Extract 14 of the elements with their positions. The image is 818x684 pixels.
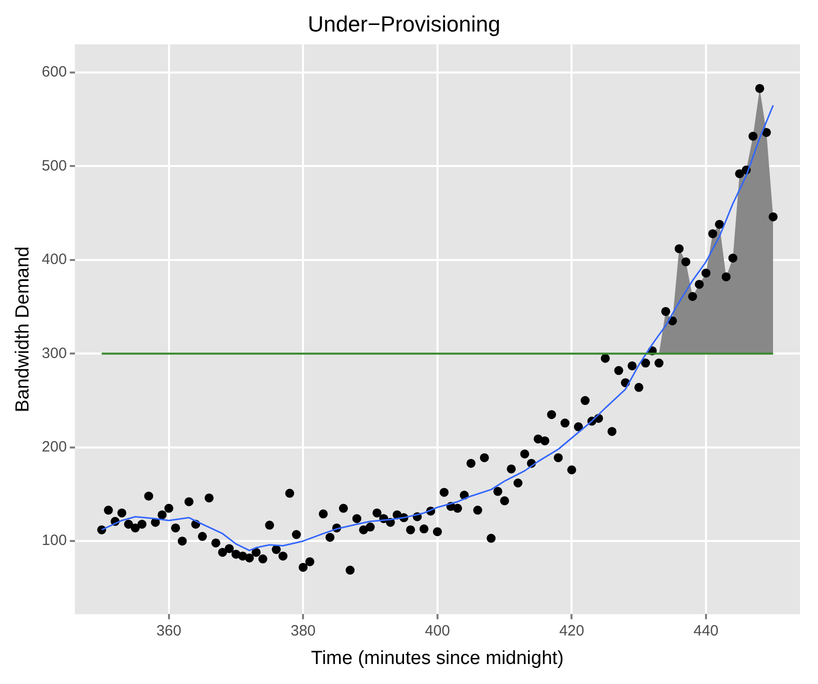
y-tick-label: 200 (42, 438, 67, 456)
y-tick-label: 500 (42, 157, 67, 174)
x-tick-label: 420 (559, 622, 584, 640)
y-tick-label: 400 (42, 251, 67, 268)
y-tick-label: 600 (42, 64, 67, 81)
y-tick-label: 300 (42, 344, 67, 362)
x-tick-label: 440 (693, 622, 719, 640)
x-tick-label: 380 (290, 622, 316, 640)
y-tick-label: 100 (42, 532, 67, 550)
y-axis-title: Bandwidth Demand (12, 246, 34, 412)
chart-title: Under−Provisioning (308, 11, 500, 36)
x-axis-title: Time (minutes since midnight) (311, 648, 564, 669)
x-tick-label: 360 (156, 622, 182, 640)
x-tick-label: 400 (424, 622, 450, 640)
